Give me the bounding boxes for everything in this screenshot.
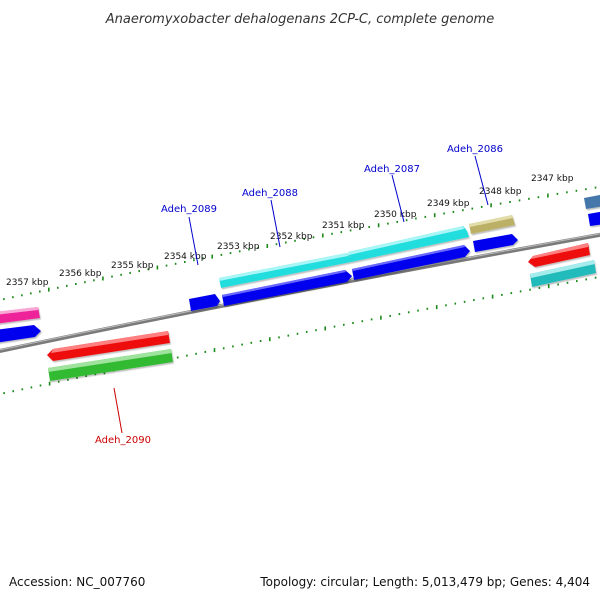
cds-arrow[interactable]	[588, 211, 600, 226]
genome-backbone	[0, 232, 600, 353]
outer-ruler	[3, 186, 597, 301]
cds-arrow[interactable]	[189, 294, 220, 311]
tick-label: 2356 kbp	[59, 269, 102, 279]
gene-feature-cyan[interactable]	[348, 226, 469, 262]
cds-arrow[interactable]	[0, 325, 41, 343]
tick-label: 2347 kbp	[531, 174, 574, 184]
tick-label: 2349 kbp	[427, 199, 470, 209]
forward-gene-track	[0, 194, 600, 324]
tick-label: 2348 kbp	[479, 187, 522, 197]
cds-arrow[interactable]	[222, 270, 352, 306]
gene-label-adeh-2088[interactable]: Adeh_2088	[242, 188, 298, 199]
accession-text: Accession: NC_007760	[9, 575, 145, 589]
gene-label-adeh-2086[interactable]: Adeh_2086	[447, 144, 503, 155]
tick-label: 2354 kbp	[164, 252, 207, 262]
tick-label: 2352 kbp	[270, 232, 313, 242]
gene-label-adeh-2090[interactable]: Adeh_2090	[95, 435, 151, 446]
forward-cds-track	[0, 211, 600, 343]
tick-label: 2357 kbp	[6, 278, 49, 288]
cds-arrow[interactable]	[352, 245, 470, 280]
cds-arrow[interactable]	[473, 234, 518, 252]
genome-summary-text: Topology: circular; Length: 5,013,479 bp…	[259, 575, 590, 589]
tick-label: 2351 kbp	[322, 221, 365, 231]
gene-label-adeh-2087[interactable]: Adeh_2087	[364, 164, 420, 175]
gene-feature-steel[interactable]	[584, 194, 600, 209]
ruler-labels: 2347 kbp 2348 kbp 2349 kbp 2350 kbp 2351…	[6, 174, 574, 288]
tick-label: 2350 kbp	[374, 210, 417, 220]
gene-label-adeh-2089[interactable]: Adeh_2089	[161, 204, 217, 215]
map-title: Anaeromyxobacter dehalogenans 2CP-C, com…	[105, 12, 494, 27]
label-leaders	[113, 155, 489, 434]
gene-labels: Adeh_2086 Adeh_2087 Adeh_2088 Adeh_2089 …	[95, 144, 503, 446]
reverse-gene-track	[47, 243, 596, 381]
tick-label: 2355 kbp	[111, 261, 154, 271]
tick-label: 2353 kbp	[217, 242, 260, 252]
